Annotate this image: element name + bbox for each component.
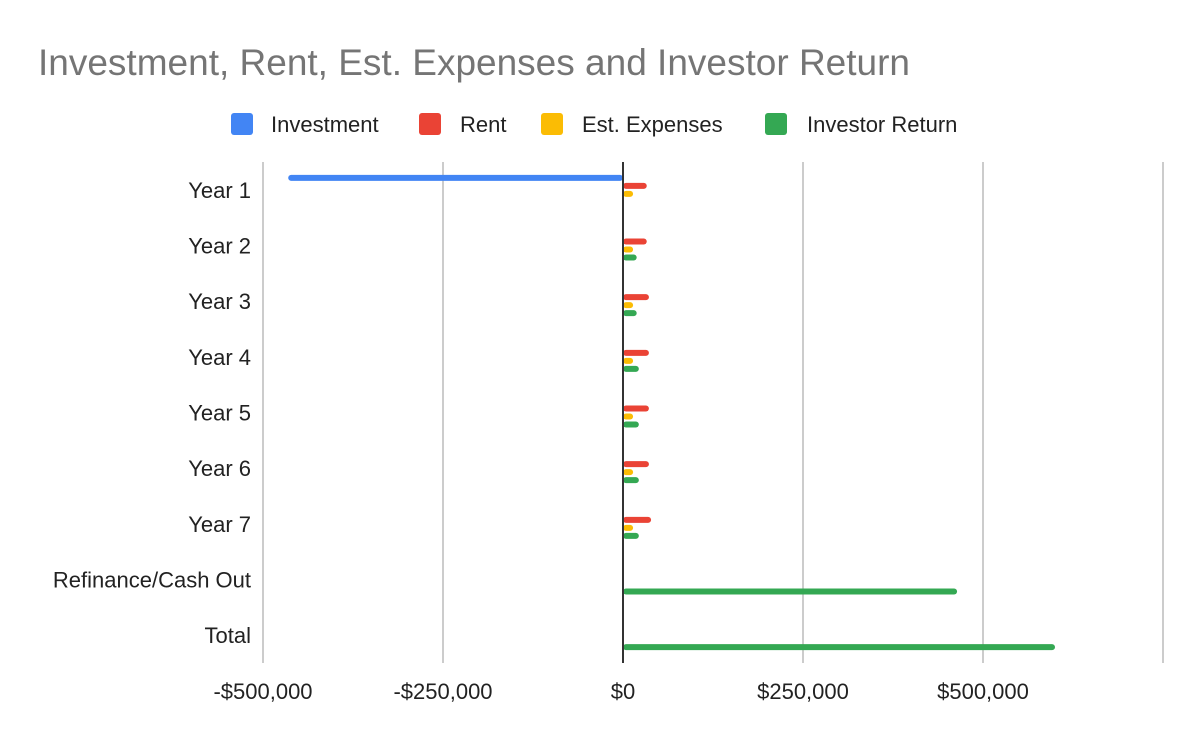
bar-rent-year-2 (623, 238, 647, 245)
legend-swatch-rent (419, 113, 441, 135)
legend: Investment Rent Est. Expenses Investor Retu… (231, 112, 957, 137)
bar-investor-return-total (623, 644, 1055, 651)
bar-investor-return-year-5 (623, 421, 639, 428)
bar-investment-year-1 (288, 174, 623, 181)
bar-est-expenses-year-7 (623, 524, 634, 531)
x-tick-label: $250,000 (757, 679, 849, 704)
legend-label-investment: Investment (271, 112, 379, 137)
legend-label-est-expenses: Est. Expenses (582, 112, 723, 137)
legend-item-est-expenses: Est. Expenses (541, 112, 723, 137)
category-label-year-5: Year 5 (188, 401, 251, 426)
legend-label-investor-return: Investor Return (807, 112, 957, 137)
category-label-refinance-cash-out: Refinance/Cash Out (53, 568, 251, 593)
bar-investor-return-year-2 (623, 254, 637, 261)
category-labels: Year 1 Year 2 Year 3 Year 4 Year 5 Year 6 Year… (53, 178, 251, 648)
bar-est-expenses-year-2 (623, 246, 634, 253)
bar-rent-year-5 (623, 405, 649, 412)
legend-item-investment: Investment (231, 112, 379, 137)
legend-item-rent: Rent (419, 112, 506, 137)
bar-est-expenses-year-4 (623, 357, 634, 364)
category-label-year-7: Year 7 (188, 512, 251, 537)
category-label-total: Total (205, 623, 251, 648)
bar-investor-return-year-4 (623, 365, 639, 372)
bar-est-expenses-year-5 (623, 413, 634, 420)
bar-investor-return-year-7 (623, 532, 639, 539)
legend-swatch-est-expenses (541, 113, 563, 135)
bars (288, 162, 1055, 663)
bar-rent-year-1 (623, 182, 647, 189)
x-tick-label: $0 (611, 679, 635, 704)
legend-swatch-investment (231, 113, 253, 135)
legend-swatch-investor-return (765, 113, 787, 135)
bar-rent-year-7 (623, 516, 652, 523)
bar-investor-return-refinance-cash-out (623, 588, 958, 595)
legend-label-rent: Rent (460, 112, 506, 137)
bar-est-expenses-year-3 (623, 302, 634, 309)
category-label-year-3: Year 3 (188, 289, 251, 314)
category-label-year-2: Year 2 (188, 234, 251, 259)
x-tick-labels: -$500,000 -$250,000 $0 $250,000 $500,000 (213, 679, 1028, 704)
x-tick-label: -$500,000 (213, 679, 312, 704)
bar-investor-return-year-6 (623, 477, 639, 484)
category-label-year-6: Year 6 (188, 456, 251, 481)
bar-rent-year-6 (623, 461, 649, 468)
x-tick-label: -$250,000 (393, 679, 492, 704)
bar-investor-return-year-3 (623, 310, 637, 317)
chart-title: Investment, Rent, Est. Expenses and Inve… (38, 42, 910, 83)
bar-est-expenses-year-1 (623, 190, 634, 197)
gridlines (262, 162, 1164, 663)
category-label-year-1: Year 1 (188, 178, 251, 203)
legend-item-investor-return: Investor Return (765, 112, 957, 137)
category-label-year-4: Year 4 (188, 345, 251, 370)
bar-rent-year-4 (623, 349, 649, 356)
x-tick-label: $500,000 (937, 679, 1029, 704)
bar-est-expenses-year-6 (623, 469, 634, 476)
bar-rent-year-3 (623, 294, 649, 301)
